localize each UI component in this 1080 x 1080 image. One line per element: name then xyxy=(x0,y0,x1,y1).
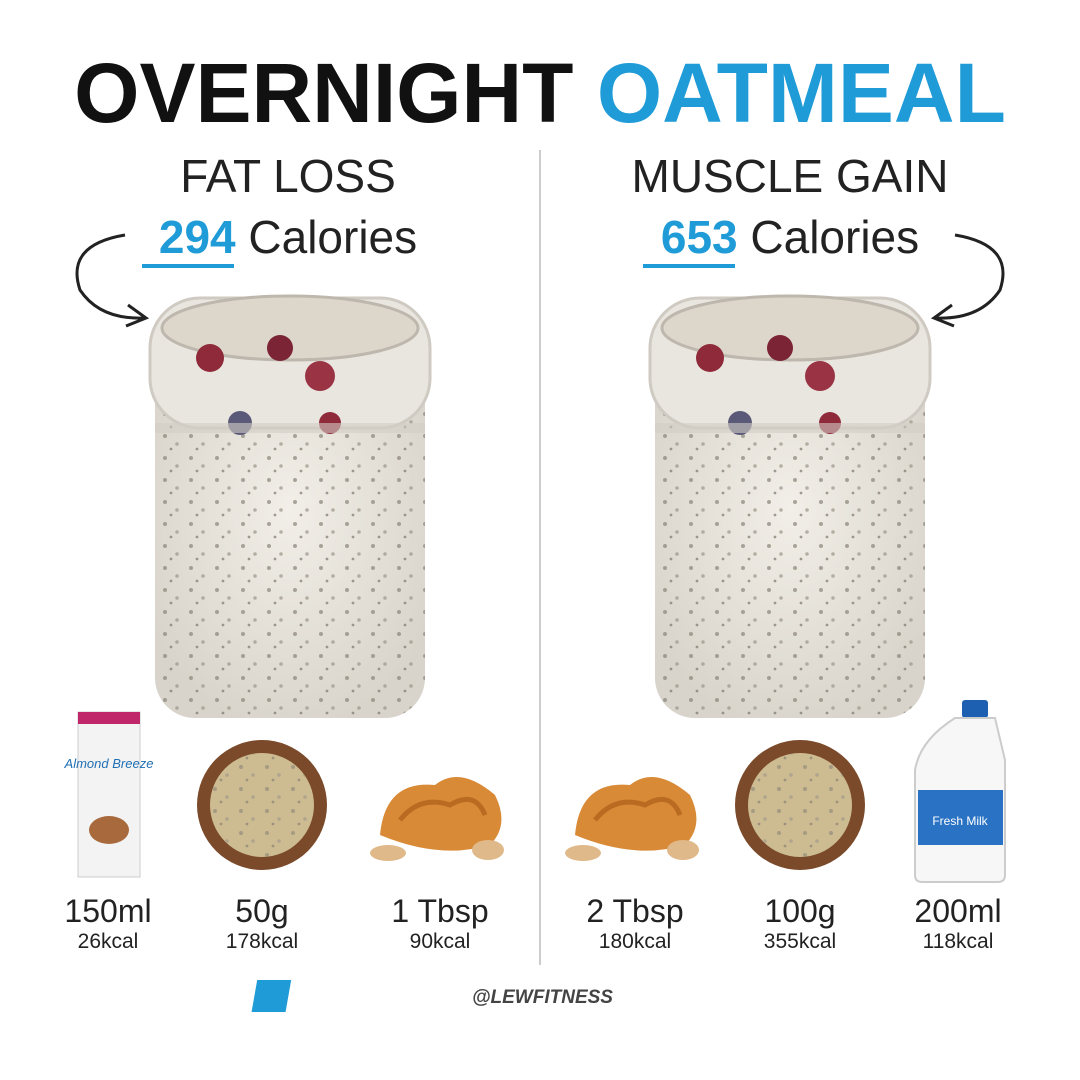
footer-logo xyxy=(251,980,462,1012)
item-amount: 1 Tbsp xyxy=(391,893,488,929)
panel-heading: FAT LOSS xyxy=(180,150,396,202)
jar xyxy=(148,294,432,720)
item-kcal: 90kcal xyxy=(410,930,471,953)
title: OVERNIGHT OATMEAL xyxy=(74,46,1006,140)
carton: Almond Breeze xyxy=(64,711,154,878)
footer-handle: @LEWFITNESS xyxy=(472,987,613,1008)
jar xyxy=(648,294,932,720)
jug-label: Fresh Milk xyxy=(932,814,988,828)
arrow-head xyxy=(125,303,150,328)
item-amount: 50g xyxy=(235,893,288,929)
calories-line: 294 Calories xyxy=(159,211,417,263)
peanut-butter xyxy=(565,777,699,861)
calories-number: 653 xyxy=(661,211,738,263)
arrow xyxy=(75,233,146,320)
panel-heading: MUSCLE GAIN xyxy=(632,150,949,202)
milk-jug: Fresh Milk xyxy=(914,700,1006,883)
item-amount: 150ml xyxy=(64,893,151,929)
item-kcal: 118kcal xyxy=(923,930,994,953)
peanut-butter xyxy=(370,777,504,861)
item-kcal: 26kcal xyxy=(78,930,139,953)
oat-bowl xyxy=(197,740,327,870)
title-dark: OVERNIGHT xyxy=(74,46,573,140)
title-blue: OATMEAL xyxy=(597,46,1006,140)
arrow-head xyxy=(930,303,955,328)
item-amount: 2 Tbsp xyxy=(586,893,683,929)
oat-bowl xyxy=(735,740,865,870)
item-kcal: 180kcal xyxy=(599,930,671,953)
item-kcal: 355kcal xyxy=(764,930,836,953)
calories-number: 294 xyxy=(159,211,236,263)
calories-label: Calories xyxy=(750,211,919,263)
item-amount: 100g xyxy=(764,893,835,929)
calories-line: 653 Calories xyxy=(661,211,919,263)
carton-label: Almond Breeze xyxy=(64,756,154,771)
item-kcal: 178kcal xyxy=(226,930,298,953)
arrow xyxy=(934,233,1005,320)
item-amount: 200ml xyxy=(914,893,1001,929)
calories-label: Calories xyxy=(248,211,417,263)
